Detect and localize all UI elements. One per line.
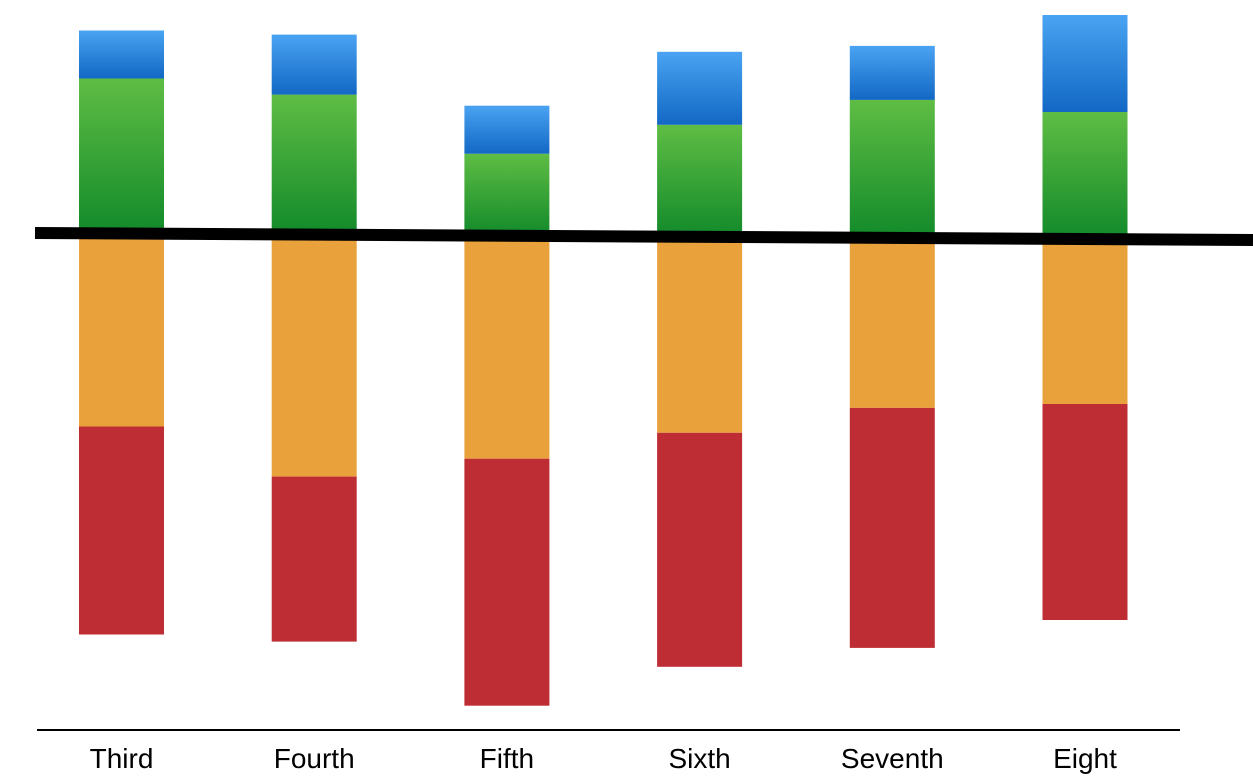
bar-segment-third-1 (79, 78, 164, 234)
bar-segment-fifth-1 (464, 153, 550, 236)
x-tick-label-eight: Eight (1053, 743, 1117, 774)
x-tick-label-fifth: Fifth (480, 743, 534, 774)
bar-segment-seventh-4 (849, 407, 935, 648)
bar-segment-sixth-4 (657, 432, 743, 667)
bar-segment-fifth-2 (464, 105, 550, 154)
x-tick-label-seventh: Seventh (841, 743, 944, 774)
bar-segment-eight-2 (1042, 15, 1128, 112)
bar-segment-fifth-4 (464, 458, 550, 706)
bars-layer (79, 15, 1128, 706)
bar-segment-seventh-1 (849, 99, 935, 238)
x-tick-label-fourth: Fourth (274, 743, 355, 774)
bar-segment-sixth-1 (657, 124, 743, 237)
x-tick-label-third: Third (90, 743, 154, 774)
x-tick-label-sixth: Sixth (668, 743, 730, 774)
bar-segment-third-3 (79, 233, 164, 427)
bar-segment-fourth-1 (271, 94, 357, 235)
bar-segment-third-2 (79, 30, 164, 79)
bar-segment-eight-1 (1042, 112, 1128, 239)
bar-segment-seventh-2 (849, 45, 935, 100)
bar-segment-fourth-3 (271, 234, 357, 477)
x-tick-labels: Third Fourth Fifth Sixth Seventh Eight (90, 743, 1118, 774)
bar-segment-fifth-3 (464, 235, 550, 459)
reference-line (34, 227, 1253, 246)
bar-segment-sixth-2 (657, 51, 743, 125)
bar-segment-seventh-3 (849, 237, 935, 408)
bar-segment-fourth-2 (271, 34, 357, 95)
bar-segment-fourth-4 (271, 476, 357, 642)
bar-segment-third-4 (79, 426, 164, 635)
bar-segment-sixth-3 (657, 236, 743, 433)
bar-segment-eight-4 (1042, 404, 1128, 620)
bar-segment-eight-3 (1042, 239, 1128, 404)
